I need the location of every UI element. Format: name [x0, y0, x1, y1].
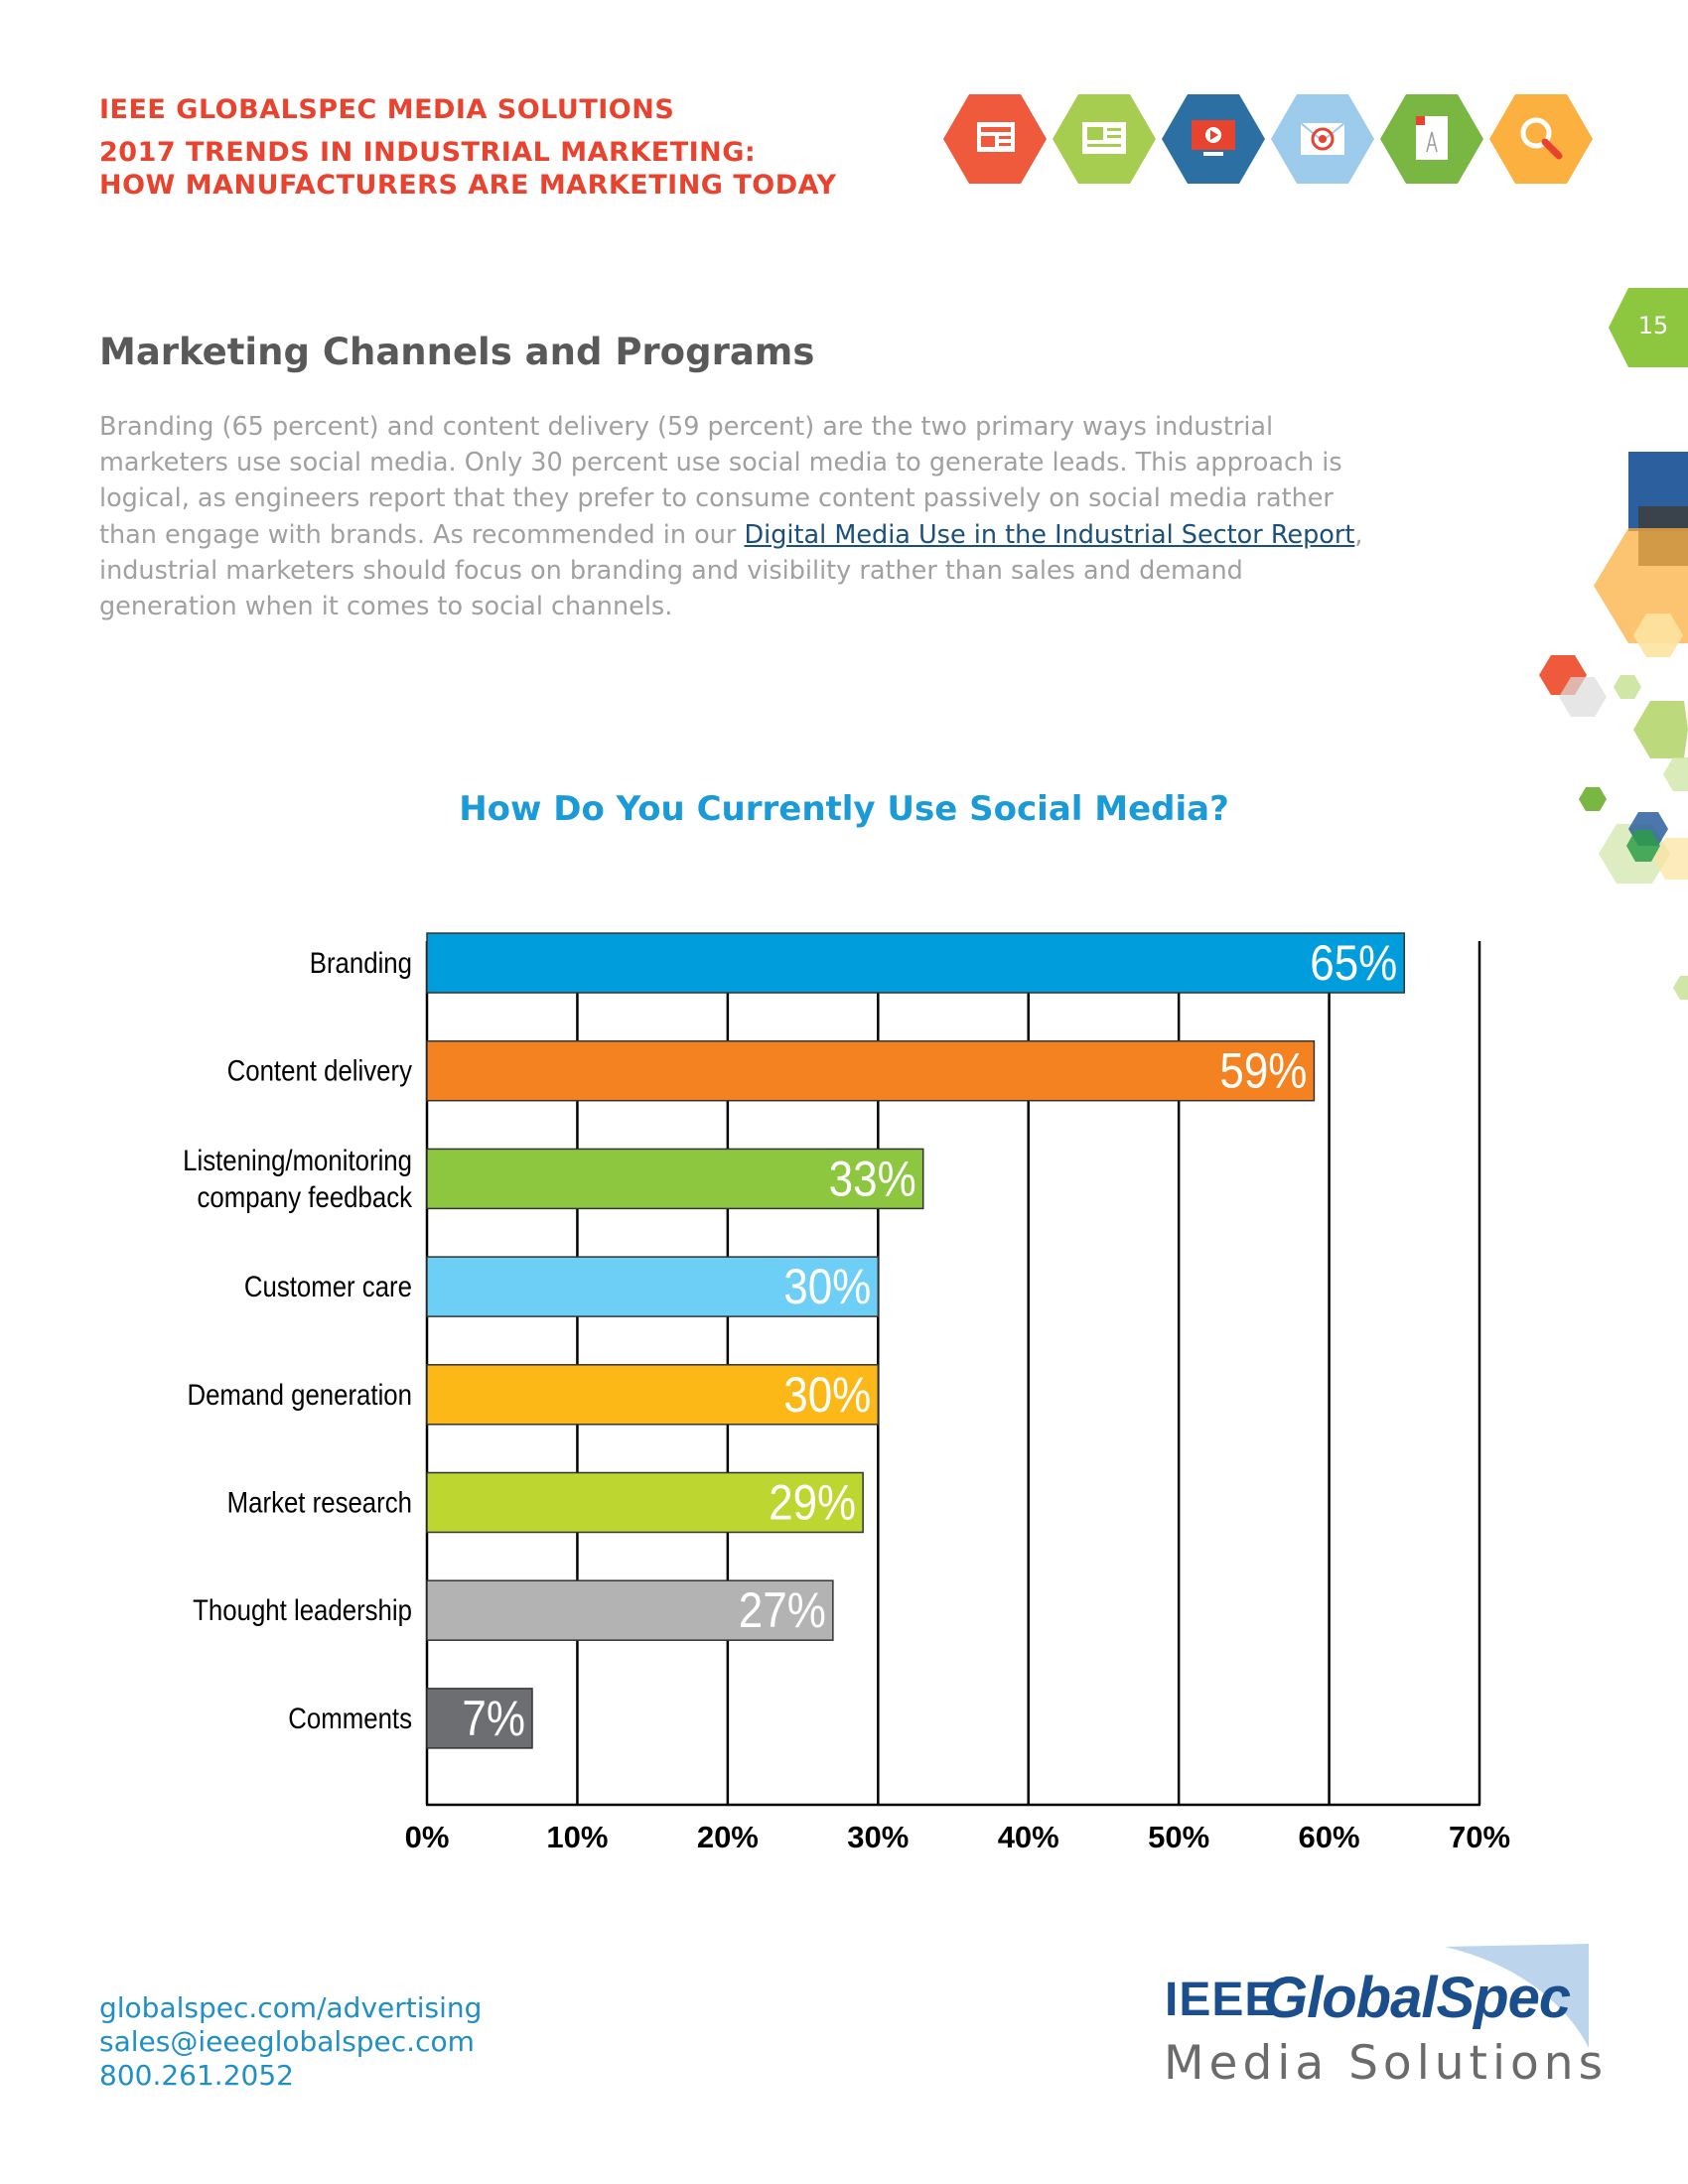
bar-value-label-3: 30%	[783, 1258, 871, 1313]
page-number-tab	[1609, 288, 1688, 367]
bar-value-label-0: 65%	[1310, 934, 1397, 990]
search-icon	[1489, 94, 1593, 184]
newsletter-icon	[943, 94, 1047, 184]
bar-1	[426, 1039, 1316, 1102]
paragraph-text-2: , industrial marketers should focus on b…	[99, 519, 1363, 622]
bar-value-label-5: 29%	[769, 1474, 856, 1530]
x-tick-label-3: 30%	[847, 1820, 909, 1854]
category-label-5: Market research	[227, 1486, 412, 1519]
chart-title: How Do You Currently Use Social Media?	[459, 789, 1229, 829]
x-tick-label-6: 60%	[1299, 1820, 1360, 1854]
bar-5	[426, 1471, 864, 1534]
email-target-icon	[1271, 94, 1374, 184]
section-paragraph: Branding (65 percent) and content delive…	[99, 409, 1380, 624]
footer-website-link[interactable]: globalspec.com/advertising	[99, 1991, 483, 2024]
category-label-2-line-0: Listening/monitoring	[183, 1144, 412, 1176]
category-label-6: Thought leadership	[193, 1593, 412, 1626]
section-title: Marketing Channels and Programs	[99, 331, 815, 373]
category-label-7: Comments	[288, 1702, 412, 1734]
logo-globalspec-text: GlobalSpec	[1263, 1966, 1571, 2030]
header-report-title: 2017 TRENDS IN INDUSTRIAL MARKETING:	[99, 137, 757, 168]
x-tick-label-7: 70%	[1449, 1820, 1510, 1854]
logo-ieee-text: IEEE	[1165, 1974, 1278, 2026]
category-label-0: Branding	[310, 946, 412, 979]
paragraph-text-1: Branding (65 percent) and content delive…	[99, 412, 1342, 550]
x-tick-label-5: 50%	[1148, 1820, 1209, 1854]
bar-value-label-7: 7%	[462, 1690, 525, 1745]
bar-3	[426, 1256, 880, 1317]
digital-media-report-link[interactable]: Digital Media Use in the Industrial Sect…	[744, 519, 1355, 550]
x-tick-label-0: 0%	[405, 1820, 450, 1854]
document-icon	[1380, 94, 1483, 184]
article-icon	[1053, 94, 1156, 184]
logo-media-solutions-text: Media Solutions	[1164, 2036, 1609, 2091]
category-label-4: Demand generation	[187, 1378, 412, 1411]
category-label-1: Content delivery	[227, 1054, 412, 1087]
video-screen-icon	[1162, 94, 1265, 184]
category-label-3: Customer care	[244, 1270, 412, 1302]
bar-value-label-4: 30%	[783, 1366, 871, 1422]
header-report-subtitle: HOW MANUFACTURERS ARE MARKETING TODAY	[99, 170, 837, 201]
bar-value-label-1: 59%	[1219, 1042, 1307, 1098]
footer-phone: 800.261.2052	[99, 2059, 294, 2092]
header-icon-row	[943, 94, 1599, 184]
logo-swoosh	[1445, 1944, 1589, 2048]
bar-value-label-6: 27%	[739, 1582, 826, 1638]
bar-0	[426, 932, 1406, 994]
bar-6	[426, 1579, 834, 1641]
page-number: 15	[1637, 312, 1669, 340]
footer-contact: globalspec.com/advertising sales@ieeeglo…	[99, 1991, 482, 2093]
header-brand: IEEE GLOBALSPEC MEDIA SOLUTIONS	[99, 94, 675, 125]
bar-7	[426, 1688, 533, 1749]
bar-2	[426, 1148, 924, 1210]
x-tick-label-4: 40%	[998, 1820, 1059, 1854]
bar-value-label-2: 33%	[829, 1151, 916, 1206]
x-tick-label-2: 20%	[697, 1820, 759, 1854]
category-label-2-line-1: company feedback	[198, 1180, 413, 1213]
decorative-hexagons	[1539, 452, 1688, 1000]
bar-4	[426, 1364, 880, 1426]
x-tick-label-1: 10%	[546, 1820, 608, 1854]
footer-email-link[interactable]: sales@ieeeglobalspec.com	[99, 2025, 475, 2058]
